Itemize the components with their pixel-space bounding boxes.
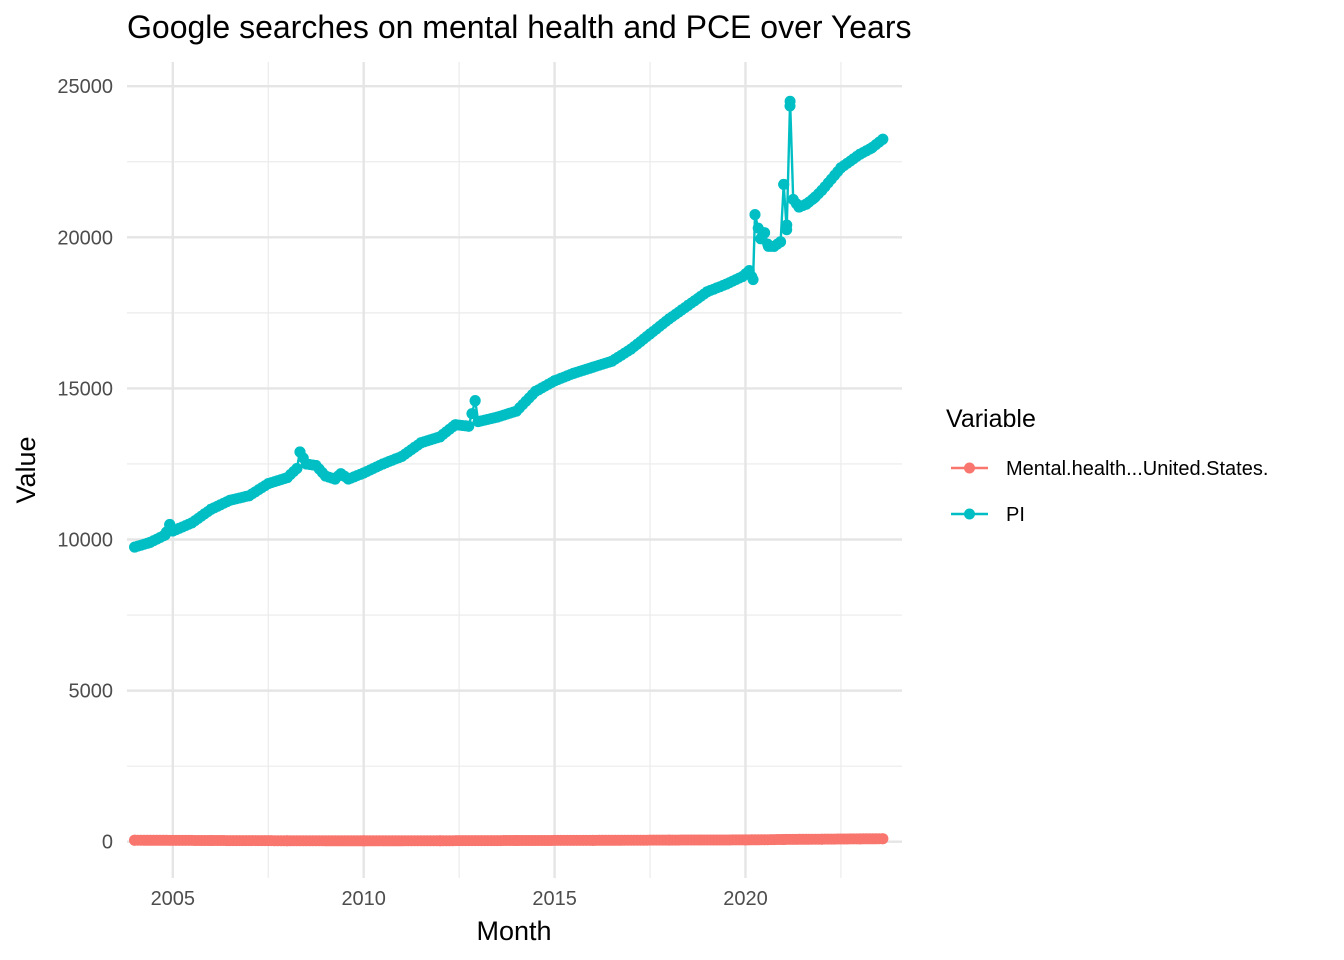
data-point bbox=[377, 458, 389, 470]
data-point bbox=[740, 834, 751, 846]
data-point bbox=[342, 473, 354, 485]
x-axis-title: Month bbox=[476, 916, 551, 946]
data-point bbox=[463, 420, 475, 432]
y-tick-label: 10000 bbox=[57, 530, 113, 552]
series-1 bbox=[129, 95, 889, 553]
legend-title: Variable bbox=[946, 405, 1036, 433]
data-point bbox=[300, 458, 312, 470]
data-point bbox=[510, 835, 522, 846]
data-point bbox=[759, 227, 771, 239]
data-point bbox=[294, 446, 306, 458]
data-point bbox=[291, 463, 303, 474]
data-point bbox=[167, 525, 179, 537]
chart-title: Google searches on mental health and PCE… bbox=[127, 9, 912, 45]
data-point bbox=[743, 265, 755, 276]
legend: Variable Mental.health...United.States. P… bbox=[946, 405, 1268, 526]
data-point bbox=[310, 460, 322, 471]
data-point bbox=[320, 470, 331, 482]
data-point bbox=[358, 835, 370, 847]
data-point bbox=[491, 411, 503, 423]
series-line bbox=[134, 101, 884, 549]
data-point bbox=[749, 209, 761, 221]
data-point bbox=[877, 133, 889, 145]
data-point bbox=[778, 178, 790, 190]
legend-key-point bbox=[964, 508, 975, 520]
data-point bbox=[262, 478, 274, 490]
legend-label: Mental.health...United.States. bbox=[1006, 458, 1268, 480]
data-point bbox=[682, 299, 694, 311]
data-point bbox=[778, 834, 790, 845]
data-point bbox=[434, 431, 446, 443]
x-tick-label: 2010 bbox=[341, 888, 386, 910]
data-point bbox=[205, 503, 217, 515]
data-point bbox=[644, 328, 656, 340]
data-point bbox=[775, 236, 787, 248]
y-axis-title: Value bbox=[11, 436, 41, 503]
data-point bbox=[281, 472, 293, 484]
data-point bbox=[866, 142, 877, 154]
y-tick-label: 15000 bbox=[57, 378, 113, 400]
data-point bbox=[747, 274, 759, 286]
data-point bbox=[663, 313, 675, 325]
data-point bbox=[816, 184, 828, 196]
data-point bbox=[808, 192, 820, 204]
data-point bbox=[449, 419, 461, 431]
data-point bbox=[835, 162, 847, 174]
data-point bbox=[549, 375, 561, 387]
data-point bbox=[281, 835, 293, 847]
data-point bbox=[801, 198, 813, 210]
series-0 bbox=[129, 833, 889, 847]
y-tick-label: 0 bbox=[102, 832, 113, 854]
data-point bbox=[854, 833, 866, 845]
data-point bbox=[205, 835, 217, 846]
data-point bbox=[787, 194, 799, 205]
data-point bbox=[784, 95, 796, 107]
data-point bbox=[466, 408, 478, 420]
x-axis-ticks: 2005 2010 2015 2020 bbox=[151, 888, 768, 910]
data-point bbox=[144, 537, 156, 548]
data-point bbox=[606, 355, 618, 367]
data-point bbox=[701, 286, 713, 298]
data-point bbox=[854, 148, 866, 160]
x-tick-label: 2020 bbox=[723, 888, 768, 910]
data-point bbox=[396, 450, 408, 462]
data-point bbox=[434, 835, 446, 847]
data-point bbox=[587, 834, 599, 846]
legend-label: PI bbox=[1006, 504, 1025, 526]
data-point bbox=[469, 395, 481, 406]
legend-item: Mental.health...United.States. bbox=[951, 458, 1268, 480]
data-point bbox=[129, 834, 141, 846]
data-point bbox=[663, 834, 675, 846]
data-point bbox=[243, 490, 255, 502]
x-tick-label: 2015 bbox=[532, 888, 577, 910]
data-point bbox=[781, 224, 793, 236]
x-tick-label: 2005 bbox=[151, 888, 196, 910]
data-point bbox=[186, 517, 198, 529]
y-tick-label: 25000 bbox=[57, 76, 113, 98]
y-tick-label: 5000 bbox=[69, 681, 114, 703]
y-axis-ticks: 0 5000 10000 15000 20000 25000 bbox=[57, 76, 113, 854]
data-point bbox=[530, 385, 541, 397]
legend-item: PI bbox=[951, 504, 1025, 526]
legend-key-point bbox=[964, 462, 975, 474]
data-point bbox=[224, 494, 236, 506]
data-point bbox=[129, 541, 141, 553]
data-point bbox=[568, 367, 580, 379]
data-point bbox=[587, 361, 599, 373]
data-point bbox=[816, 833, 828, 845]
data-point bbox=[510, 405, 522, 417]
y-tick-label: 20000 bbox=[57, 227, 113, 249]
data-point bbox=[720, 278, 732, 290]
data-point bbox=[415, 437, 427, 449]
data-point bbox=[877, 833, 889, 845]
plot-area bbox=[129, 95, 889, 847]
data-point bbox=[335, 468, 347, 480]
data-point bbox=[625, 343, 637, 355]
data-point bbox=[358, 467, 370, 479]
data-point bbox=[472, 416, 484, 428]
